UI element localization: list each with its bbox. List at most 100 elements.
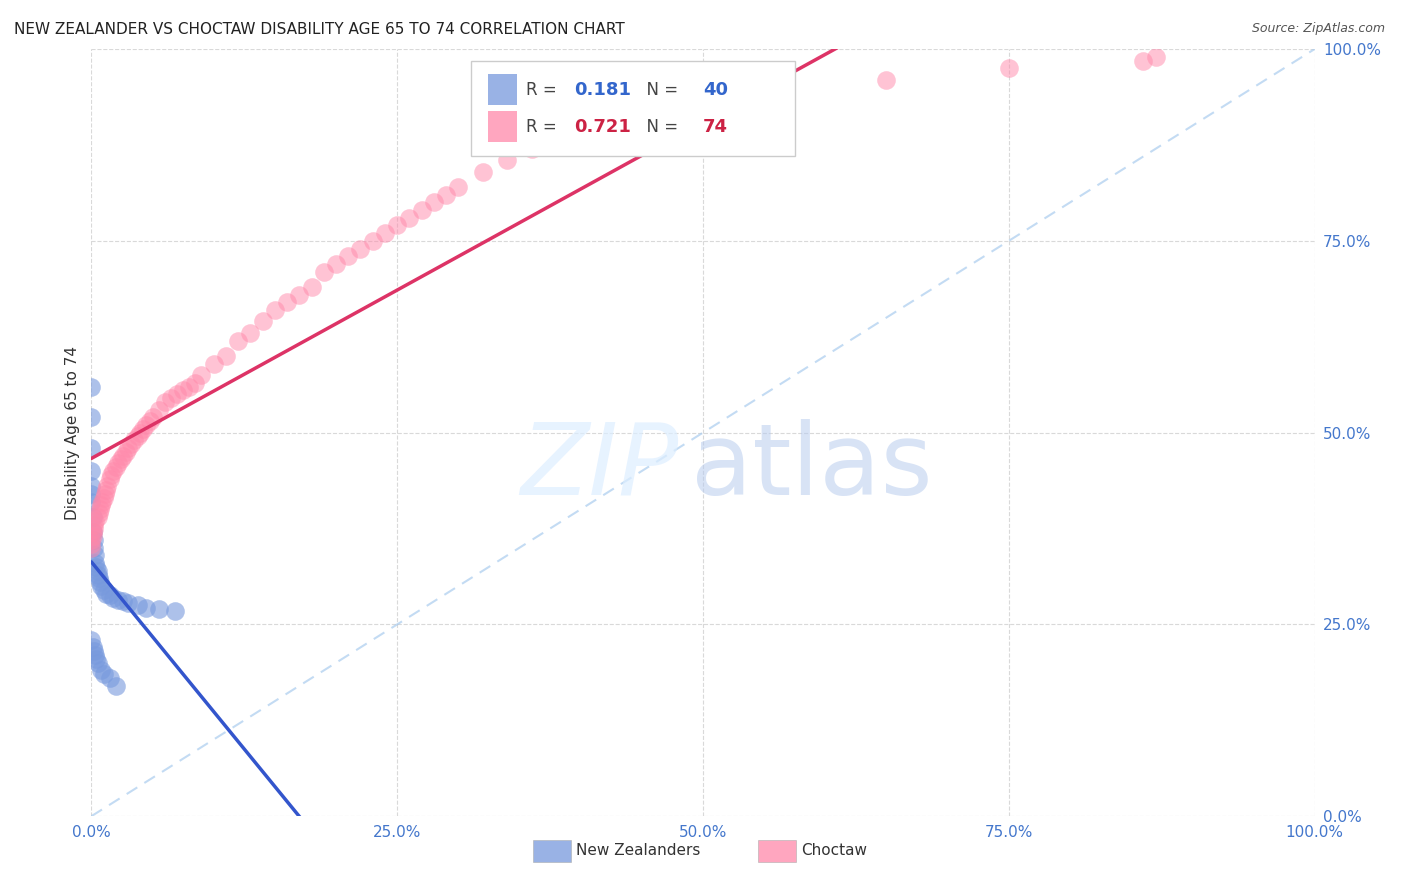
Point [80, 537, 103, 551]
Point [83, 644, 105, 658]
Point [117, 441, 139, 455]
Point [520, 142, 543, 156]
Point [82, 529, 104, 543]
Point [374, 226, 396, 240]
Point [90, 499, 112, 513]
Point [80, 487, 103, 501]
Point [98, 671, 121, 685]
Point [82, 525, 104, 540]
Point [90, 579, 112, 593]
Text: New Zealanders: New Zealanders [576, 844, 700, 858]
Point [80, 479, 103, 493]
Point [103, 591, 125, 605]
Point [447, 180, 470, 194]
Text: 0.181: 0.181 [575, 80, 631, 99]
Point [179, 379, 201, 393]
Point [239, 326, 262, 340]
Text: 74: 74 [703, 118, 728, 136]
Text: N =: N = [636, 80, 683, 99]
Point [606, 103, 628, 118]
Point [89, 575, 111, 590]
Point [127, 598, 149, 612]
Point [86, 564, 108, 578]
Point [226, 334, 249, 348]
Point [82, 640, 104, 655]
Point [471, 165, 494, 179]
Text: NEW ZEALANDER VS CHOCTAW DISABILITY AGE 65 TO 74 CORRELATION CHART: NEW ZEALANDER VS CHOCTAW DISABILITY AGE … [14, 22, 624, 37]
Point [643, 84, 665, 98]
Point [93, 491, 115, 505]
Point [141, 410, 163, 425]
Point [104, 460, 127, 475]
Point [122, 434, 145, 448]
Point [276, 295, 298, 310]
Point [337, 249, 360, 263]
Point [117, 596, 139, 610]
Point [110, 452, 132, 467]
Point [86, 656, 108, 670]
Point [84, 514, 107, 528]
Point [86, 510, 108, 524]
Point [692, 69, 714, 83]
Point [135, 600, 157, 615]
Point [98, 472, 121, 486]
Point [496, 153, 519, 168]
Point [82, 525, 104, 540]
Point [160, 391, 183, 405]
Point [94, 483, 117, 498]
Point [80, 410, 103, 425]
Point [875, 72, 898, 87]
Point [139, 414, 162, 428]
Point [87, 506, 110, 520]
Point [89, 502, 111, 516]
Point [129, 425, 152, 440]
Point [127, 429, 149, 443]
Point [91, 494, 114, 508]
Point [148, 602, 170, 616]
Point [325, 257, 347, 271]
Point [93, 582, 115, 597]
Text: 0.721: 0.721 [575, 118, 631, 136]
Point [112, 449, 135, 463]
Text: ZIP: ZIP [520, 418, 679, 516]
Point [96, 479, 118, 493]
Point [120, 437, 142, 451]
Point [114, 445, 136, 458]
FancyBboxPatch shape [488, 74, 517, 105]
Point [104, 679, 127, 693]
Point [546, 130, 568, 145]
Point [434, 187, 457, 202]
Point [84, 652, 107, 666]
Point [252, 314, 274, 328]
Point [84, 560, 107, 574]
Point [398, 211, 420, 225]
Point [163, 604, 186, 618]
FancyBboxPatch shape [488, 112, 517, 142]
Point [148, 402, 170, 417]
Point [184, 376, 207, 390]
Point [80, 541, 103, 555]
Point [264, 302, 287, 317]
Point [132, 422, 155, 436]
Point [80, 494, 103, 508]
Point [288, 287, 311, 301]
Point [83, 541, 105, 555]
Point [349, 242, 371, 256]
Point [301, 280, 323, 294]
Point [569, 119, 592, 133]
FancyBboxPatch shape [471, 61, 794, 156]
Point [84, 556, 107, 570]
Point [83, 533, 105, 547]
Point [103, 464, 125, 478]
Point [82, 510, 104, 524]
Point [202, 357, 225, 371]
Point [172, 384, 194, 398]
Point [385, 219, 409, 233]
Point [107, 456, 129, 470]
Point [998, 62, 1021, 76]
Point [90, 664, 112, 678]
Point [153, 395, 176, 409]
Point [100, 467, 122, 482]
Text: atlas: atlas [690, 418, 932, 516]
Point [215, 349, 238, 363]
